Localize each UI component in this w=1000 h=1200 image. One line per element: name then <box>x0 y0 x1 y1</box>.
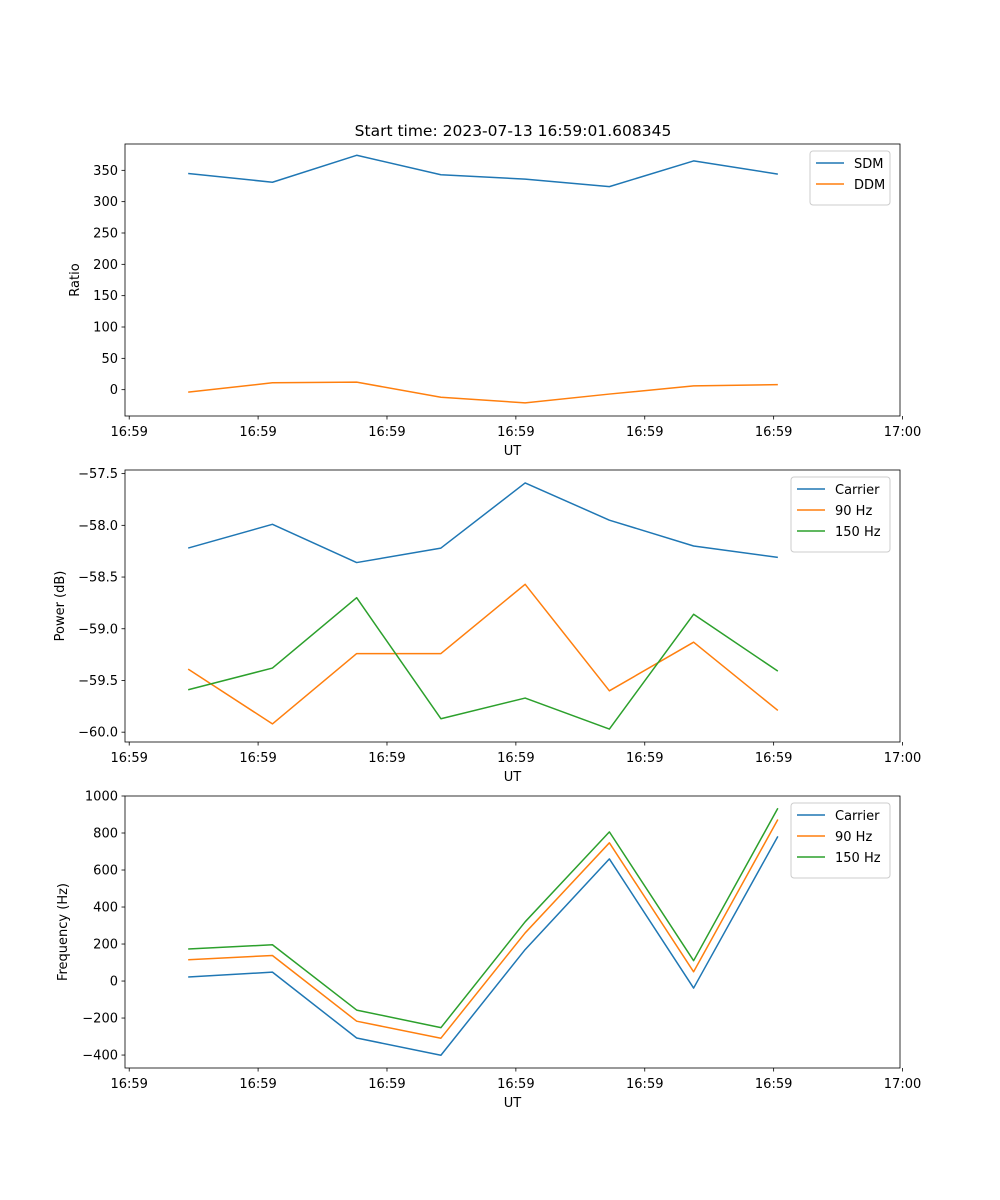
y-tick-label: 100 <box>93 321 118 336</box>
y-tick-label: 200 <box>93 938 118 953</box>
legend: SDM DDM <box>809 150 891 206</box>
legend-label: 150 Hz <box>835 525 881 540</box>
y-tick-label: 300 <box>93 195 118 210</box>
y-tick-label: −59.5 <box>78 674 118 689</box>
x-tick-label: 16:59 <box>368 1077 405 1092</box>
y-tick-label: −200 <box>82 1012 118 1027</box>
legend-label: 150 Hz <box>835 851 881 866</box>
legend-label: 90 Hz <box>835 504 872 519</box>
y-tick-label: −58.0 <box>78 519 118 534</box>
series-line-150-hz <box>188 807 779 1029</box>
plot-frame <box>124 795 901 1069</box>
y-tick-label: 400 <box>93 901 118 916</box>
y-tick-label: 800 <box>93 827 118 842</box>
x-tick-label: 16:59 <box>110 1077 147 1092</box>
legend-label: SDM <box>854 157 883 172</box>
y-tick-label: −57.5 <box>78 467 118 482</box>
y-tick-label: −400 <box>82 1049 118 1064</box>
x-tick-label: 16:59 <box>755 1077 792 1092</box>
x-tick-label: 16:59 <box>239 1077 276 1092</box>
series-line-90-hz <box>187 583 779 725</box>
x-tick-label: 17:00 <box>884 1077 921 1092</box>
series-line-90-hz <box>188 819 779 1039</box>
x-tick-label: 17:00 <box>884 751 921 766</box>
series-line-carrier <box>188 835 779 1056</box>
y-axis-label: Frequency (Hz) <box>56 883 71 981</box>
x-tick-label: 16:59 <box>497 751 534 766</box>
legend-label: DDM <box>854 178 885 193</box>
plot-frame <box>124 469 901 743</box>
y-tick-label: −58.5 <box>78 571 118 586</box>
x-axis-label: UT <box>504 444 522 459</box>
panel-1: 16:59 16:59 16:59 16:59 16:59 16:59 17:00 0 50 10… <box>68 143 921 459</box>
y-tick-label: −59.0 <box>78 622 118 637</box>
legend: Carrier 90 Hz 150 Hz <box>790 802 891 879</box>
legend-box <box>809 150 891 206</box>
x-tick-label: 16:59 <box>368 425 405 440</box>
y-axis-label: Ratio <box>68 263 83 296</box>
x-tick-label: 16:59 <box>497 425 534 440</box>
panel-3: 16:59 16:59 16:59 16:59 16:59 16:59 17:00 −400 −… <box>56 790 921 1112</box>
legend: Carrier 90 Hz 150 Hz <box>790 476 891 553</box>
y-tick-label: 250 <box>93 226 118 241</box>
legend-label: Carrier <box>835 809 880 824</box>
x-tick-label: 16:59 <box>497 1077 534 1092</box>
x-tick-label: 17:00 <box>884 425 921 440</box>
legend-box <box>790 802 891 879</box>
x-axis-label: UT <box>504 1096 522 1111</box>
x-tick-label: 16:59 <box>626 1077 663 1092</box>
plot-frame <box>124 143 901 417</box>
x-tick-label: 16:59 <box>626 751 663 766</box>
y-tick-label: 1000 <box>85 790 118 805</box>
y-axis-label: Power (dB) <box>53 571 68 642</box>
y-tick-label: 600 <box>93 864 118 879</box>
y-tick-label: 0 <box>110 383 118 398</box>
legend-box <box>790 476 891 553</box>
x-tick-label: 16:59 <box>239 751 276 766</box>
x-tick-label: 16:59 <box>755 751 792 766</box>
y-tick-label: 350 <box>93 164 118 179</box>
chart-title: Start time: 2023-07-13 16:59:01.608345 <box>355 122 672 140</box>
x-tick-label: 16:59 <box>368 751 405 766</box>
y-tick-label: 0 <box>110 975 118 990</box>
series-line-sdm <box>188 154 778 188</box>
x-axis-label: UT <box>504 770 522 785</box>
series-line-ddm <box>188 381 778 404</box>
x-tick-label: 16:59 <box>755 425 792 440</box>
legend-label: Carrier <box>835 483 880 498</box>
x-tick-label: 16:59 <box>110 751 147 766</box>
y-tick-label: 150 <box>93 289 118 304</box>
y-tick-label: 50 <box>101 352 118 367</box>
x-tick-label: 16:59 <box>626 425 663 440</box>
x-tick-label: 16:59 <box>110 425 147 440</box>
legend-label: 90 Hz <box>835 830 872 845</box>
panel-2: 16:59 16:59 16:59 16:59 16:59 16:59 17:00 −60.0… <box>53 467 921 785</box>
series-line-carrier <box>187 482 778 564</box>
series-line-150-hz <box>187 596 779 730</box>
x-tick-label: 16:59 <box>239 425 276 440</box>
y-tick-label: −60.0 <box>78 726 118 741</box>
y-tick-label: 200 <box>93 258 118 273</box>
